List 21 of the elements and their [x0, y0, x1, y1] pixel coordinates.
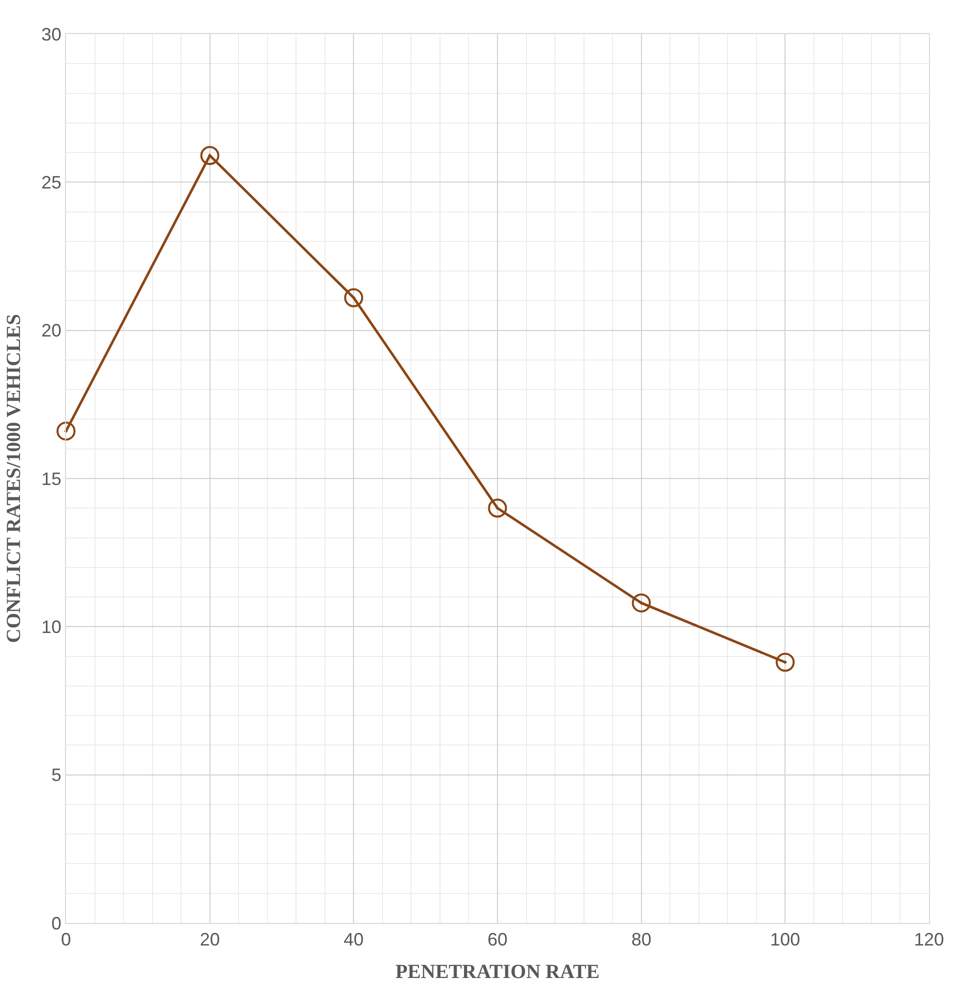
point — [56, 422, 76, 441]
point — [488, 498, 507, 518]
point — [776, 652, 795, 672]
y-tick-label: 20 — [41, 320, 62, 341]
x-tick-label: 80 — [631, 930, 652, 950]
y-tick-label: 5 — [51, 765, 62, 786]
y-tick-label: 25 — [41, 172, 62, 192]
point — [632, 593, 651, 612]
y-tick-label: 0 — [51, 913, 62, 934]
x-tick-label: 120 — [914, 930, 944, 950]
x-tick-label: 100 — [770, 930, 800, 950]
x-axis-title: PENETRATION RATE — [395, 961, 600, 984]
x-tick-label: 60 — [487, 930, 508, 950]
y-tick-label: 15 — [41, 468, 62, 489]
y-tick-label: 30 — [41, 24, 62, 44]
point — [200, 146, 220, 165]
point — [344, 288, 364, 308]
y-axis-title: CONFLICT RATES/1000 VEHICLES — [2, 314, 25, 643]
x-tick-label: 20 — [200, 930, 220, 950]
x-tick-label: 40 — [344, 930, 364, 950]
y-tick-label: 10 — [41, 616, 62, 637]
